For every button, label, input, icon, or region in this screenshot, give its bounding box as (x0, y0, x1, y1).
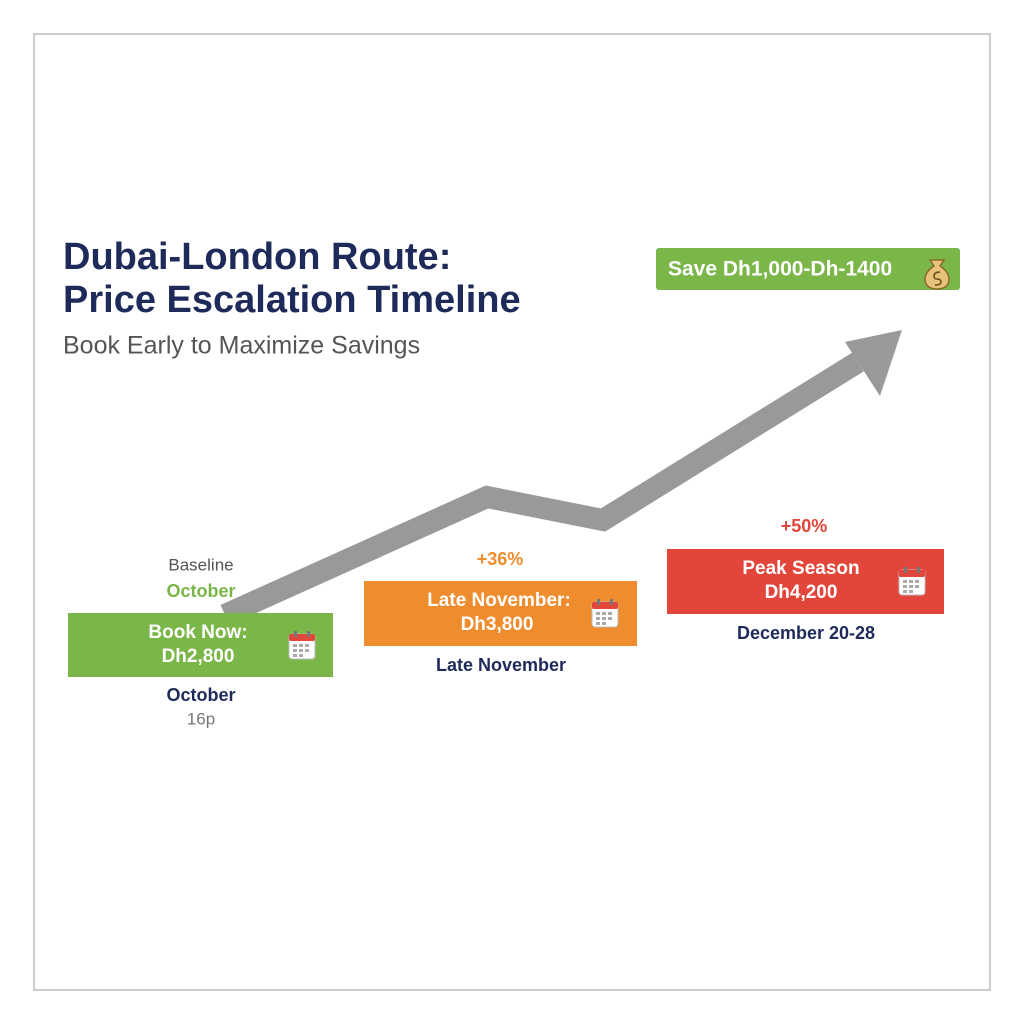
title: Dubai-London Route: (63, 236, 451, 278)
stage-month: October (166, 581, 235, 601)
box-price: Dh3,800 (461, 614, 534, 635)
stage-label: Baseline (168, 555, 233, 574)
stage-note: 16p (187, 709, 215, 728)
subtitle: Book Early to Maximize Savings (63, 332, 420, 360)
calendar-icon (591, 598, 619, 628)
badge-text: Save Dh1,000-Dh-1400 (668, 258, 892, 281)
price-box: Peak Season Dh4,200 (667, 549, 944, 614)
stage-date: December 20-28 (737, 623, 875, 643)
calendar-icon (288, 630, 316, 660)
box-label: Book Now: (148, 622, 247, 643)
increase-label: +36% (477, 549, 524, 569)
box-price: Dh4,200 (765, 582, 838, 603)
box-price: Dh2,800 (162, 646, 235, 667)
box-label: Peak Season (742, 558, 859, 579)
savings-badge: Save Dh1,000-Dh-1400 (656, 248, 960, 290)
money-bag-icon (924, 259, 950, 290)
stage-date: Late November (436, 655, 566, 675)
stage-date: October (166, 685, 235, 705)
increase-label: +50% (781, 516, 828, 536)
trend-arrow (220, 330, 902, 626)
calendar-icon (898, 566, 926, 596)
title: Price Escalation Timeline (63, 279, 521, 321)
price-box: Late November: Dh3,800 (364, 581, 637, 646)
price-box: Book Now: Dh2,800 (68, 613, 333, 677)
box-label: Late November: (427, 590, 571, 611)
